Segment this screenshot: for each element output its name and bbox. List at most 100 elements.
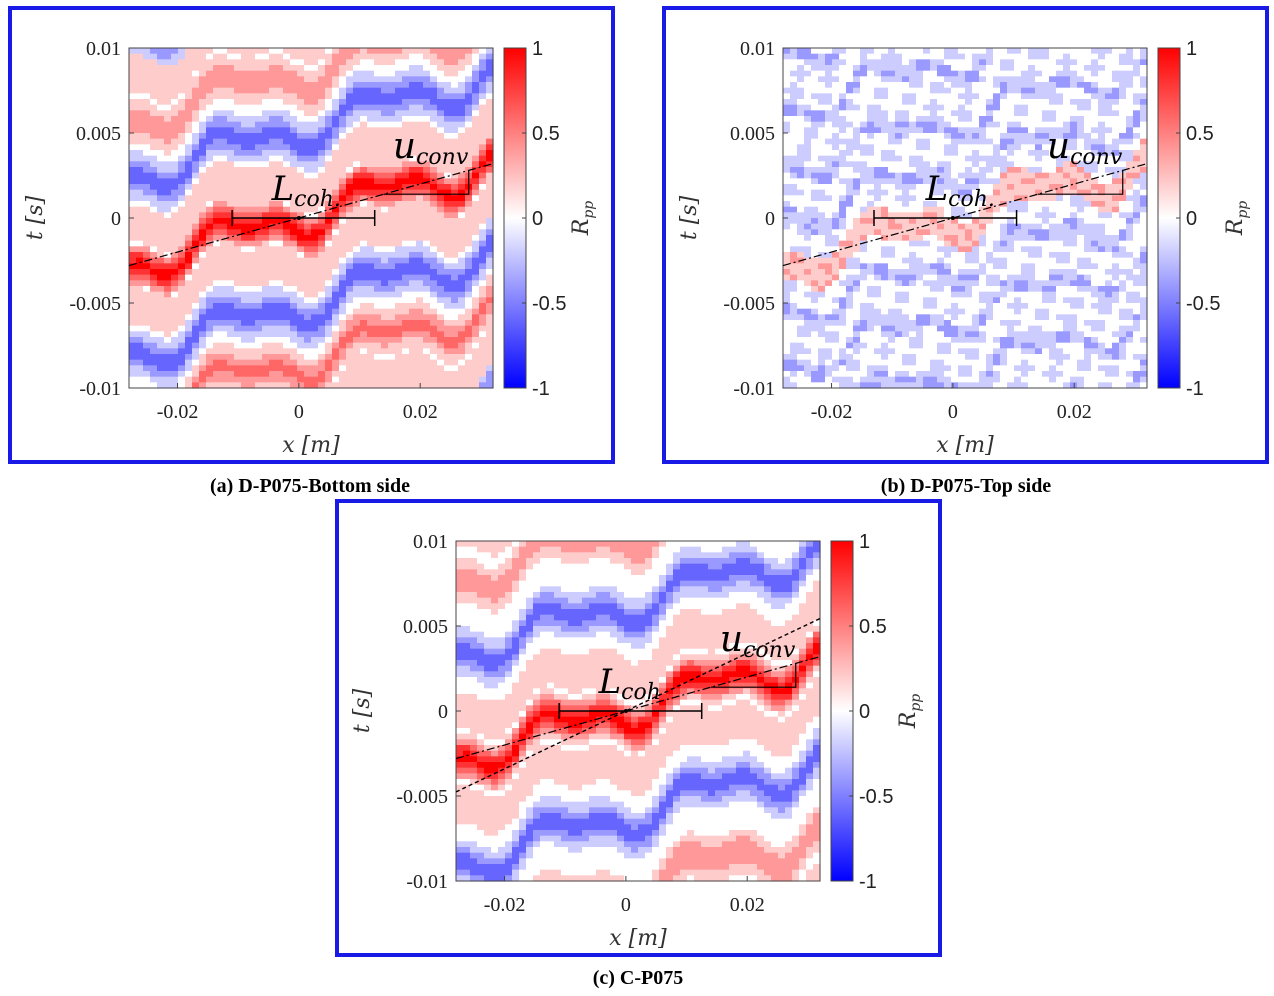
heatmap-cell	[360, 70, 368, 77]
heatmap-cell	[129, 138, 137, 145]
heatmap-cell	[958, 201, 966, 208]
heatmap-cell	[860, 325, 868, 332]
heatmap-cell	[360, 354, 368, 361]
heatmap-cell	[818, 121, 826, 128]
heatmap-cell	[129, 167, 137, 174]
heatmap-cell	[353, 297, 361, 304]
heatmap-cell	[895, 144, 903, 151]
heatmap-cell	[825, 161, 833, 168]
heatmap-cell	[944, 286, 952, 293]
heatmap-cell	[297, 178, 305, 185]
heatmap-cell	[916, 53, 924, 60]
heatmap-cell	[234, 150, 242, 157]
heatmap-cell	[388, 359, 396, 366]
heatmap-cell	[136, 150, 144, 157]
heatmap-cell	[458, 195, 466, 202]
heatmap-cell	[157, 48, 165, 55]
heatmap-cell	[423, 99, 431, 106]
heatmap-cell	[241, 201, 249, 208]
heatmap-cell	[479, 331, 487, 338]
heatmap-cell	[832, 240, 840, 247]
heatmap-cell	[783, 308, 791, 315]
heatmap-cell	[867, 104, 875, 111]
heatmap-cell	[325, 252, 333, 259]
heatmap-cell	[395, 331, 403, 338]
heatmap-cell	[944, 93, 952, 100]
heatmap-cell	[297, 87, 305, 94]
heatmap-cell	[874, 376, 882, 383]
heatmap-cell	[902, 189, 910, 196]
heatmap-cell	[472, 229, 480, 236]
heatmap-cell	[374, 359, 382, 366]
heatmap-cell	[860, 53, 868, 60]
heatmap-cell	[409, 201, 417, 208]
heatmap-cell	[472, 263, 480, 270]
heatmap-cell	[895, 359, 903, 366]
heatmap-cell	[374, 150, 382, 157]
heatmap-cell	[395, 155, 403, 162]
heatmap-cell	[979, 82, 987, 89]
heatmap-cell	[846, 348, 854, 355]
heatmap-cell	[339, 212, 347, 219]
heatmap-cell	[867, 348, 875, 355]
heatmap-cell	[374, 121, 382, 128]
heatmap-cell	[486, 286, 494, 293]
heatmap-cell	[220, 274, 228, 281]
heatmap-cell	[923, 257, 931, 264]
heatmap-cell	[874, 53, 882, 60]
heatmap-cell	[972, 252, 980, 259]
heatmap-cell	[276, 235, 284, 242]
heatmap-cell	[143, 376, 151, 383]
heatmap-cell	[465, 337, 473, 344]
heatmap-cell	[416, 291, 424, 298]
heatmap-cell	[472, 59, 480, 66]
heatmap-cell	[143, 331, 151, 338]
heatmap-cell	[136, 110, 144, 117]
heatmap-cell	[157, 252, 165, 259]
heatmap-cell	[150, 286, 158, 293]
heatmap-cell	[171, 48, 179, 55]
heatmap-cell	[888, 348, 896, 355]
heatmap-cell	[479, 337, 487, 344]
heatmap-cell	[965, 53, 973, 60]
heatmap-cell	[150, 223, 158, 230]
heatmap-cell	[416, 184, 424, 191]
heatmap-cell	[923, 348, 931, 355]
heatmap-cell	[164, 133, 172, 140]
heatmap-cell	[423, 274, 431, 281]
heatmap-cell	[129, 206, 137, 213]
heatmap-cell	[860, 246, 868, 253]
heatmap-cell	[178, 121, 186, 128]
heatmap-cell	[479, 371, 487, 378]
heatmap-cell	[458, 314, 466, 321]
heatmap-cell	[402, 269, 410, 276]
heatmap-cell	[325, 263, 333, 270]
heatmap-cell	[262, 354, 270, 361]
heatmap-cell	[902, 308, 910, 315]
heatmap-cell	[979, 314, 987, 321]
heatmap-cell	[916, 189, 924, 196]
heatmap-cell	[881, 354, 889, 361]
heatmap-cell	[248, 218, 256, 225]
heatmap-cell	[409, 212, 417, 219]
heatmap-cell	[888, 235, 896, 242]
heatmap-cell	[444, 121, 452, 128]
heatmap-cell	[972, 297, 980, 304]
heatmap-cell	[136, 76, 144, 83]
heatmap-cell	[402, 110, 410, 117]
heatmap-cell	[192, 246, 200, 253]
heatmap-cell	[206, 93, 214, 100]
heatmap-cell	[986, 195, 994, 202]
heatmap-cell	[846, 218, 854, 225]
heatmap-cell	[325, 59, 333, 66]
heatmap-cell	[206, 331, 214, 338]
heatmap-cell	[895, 331, 903, 338]
heatmap-cell	[227, 212, 235, 219]
heatmap-cell	[783, 354, 791, 361]
heatmap-cell	[192, 269, 200, 276]
heatmap-cell	[178, 116, 186, 123]
heatmap-cell	[797, 359, 805, 366]
heatmap-cell	[409, 376, 417, 383]
heatmap-cell	[479, 342, 487, 349]
heatmap-cell	[430, 93, 438, 100]
